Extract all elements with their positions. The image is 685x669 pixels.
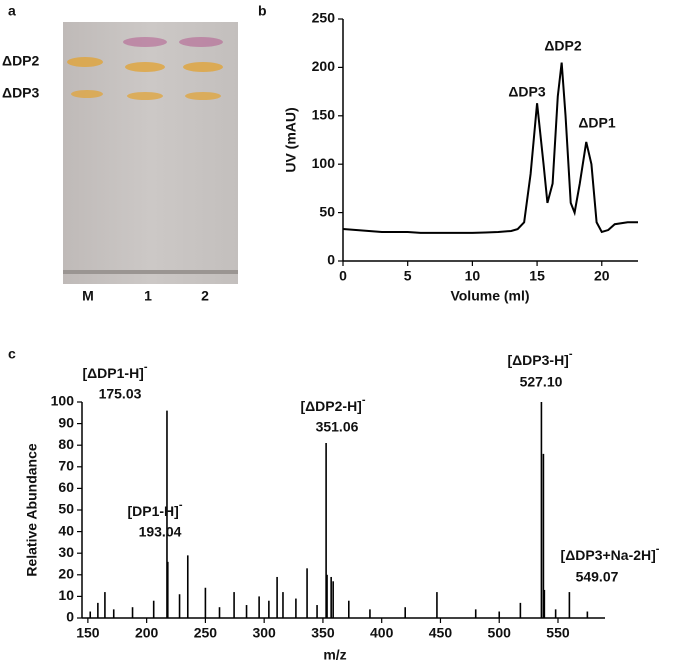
lane-label: M bbox=[82, 288, 94, 304]
mz-label: 549.07 bbox=[576, 569, 619, 585]
y-axis-label: Relative Abundance bbox=[24, 443, 40, 577]
x-tick-label: 20 bbox=[594, 268, 610, 284]
tlc-plate bbox=[63, 22, 238, 284]
x-tick-label: 200 bbox=[135, 625, 159, 641]
x-tick-label: 5 bbox=[404, 268, 412, 284]
y-tick-label: 0 bbox=[327, 252, 335, 268]
x-tick-label: 15 bbox=[529, 268, 545, 284]
ion-name: [DP1-H] bbox=[127, 503, 178, 519]
ion-label: [DP1-H]- bbox=[127, 499, 182, 519]
x-tick-label: 350 bbox=[311, 625, 335, 641]
peak-label: ΔDP3 bbox=[508, 84, 546, 100]
x-tick-label: 300 bbox=[252, 625, 276, 641]
ion-name: [ΔDP3-H] bbox=[507, 352, 568, 368]
y-tick-label: 100 bbox=[312, 155, 336, 171]
panel-label: a bbox=[8, 3, 16, 19]
ion-charge: - bbox=[144, 361, 148, 373]
band-label: ΔDP3 bbox=[2, 85, 40, 101]
ion-label: [ΔDP2-H]- bbox=[300, 394, 365, 414]
band-label: ΔDP2 bbox=[2, 53, 40, 69]
y-tick-label: 150 bbox=[312, 107, 336, 123]
y-tick-label: 90 bbox=[58, 414, 74, 430]
y-tick-label: 80 bbox=[58, 436, 74, 452]
x-axis-label: Volume (ml) bbox=[450, 288, 529, 304]
lane-label: 2 bbox=[201, 288, 209, 304]
x-tick-label: 150 bbox=[76, 625, 100, 641]
x-tick-label: 250 bbox=[194, 625, 218, 641]
chromatogram-line bbox=[342, 62, 638, 234]
lane-label: 1 bbox=[144, 288, 152, 304]
ion-charge: - bbox=[656, 543, 660, 555]
y-axis-label: UV (mAU) bbox=[283, 107, 299, 172]
ion-name: [ΔDP2-H] bbox=[300, 398, 361, 414]
y-tick-label: 200 bbox=[312, 58, 336, 74]
ion-label: [ΔDP3+Na-2H]- bbox=[561, 543, 660, 563]
y-tick-label: 100 bbox=[51, 393, 75, 409]
peak-label: ΔDP1 bbox=[578, 115, 616, 131]
ion-name: [ΔDP1-H] bbox=[82, 365, 143, 381]
ion-charge: - bbox=[179, 499, 183, 511]
y-tick-label: 10 bbox=[58, 587, 74, 603]
x-tick-label: 400 bbox=[370, 625, 394, 641]
ion-label: [ΔDP3-H]- bbox=[507, 348, 572, 368]
panel-label: c bbox=[8, 346, 16, 362]
x-axis-label: m/z bbox=[323, 647, 346, 663]
panel-label: b bbox=[258, 3, 267, 19]
y-tick-label: 30 bbox=[58, 544, 74, 560]
y-tick-label: 0 bbox=[66, 609, 74, 625]
x-tick-label: 500 bbox=[488, 625, 512, 641]
peak-label: ΔDP2 bbox=[544, 38, 582, 54]
x-tick-label: 550 bbox=[546, 625, 570, 641]
x-tick-label: 10 bbox=[465, 268, 481, 284]
mz-label: 193.04 bbox=[139, 524, 182, 540]
mz-label: 527.10 bbox=[520, 374, 563, 390]
y-tick-label: 40 bbox=[58, 522, 74, 538]
y-tick-label: 60 bbox=[58, 479, 74, 495]
y-tick-label: 250 bbox=[312, 10, 336, 26]
ion-charge: - bbox=[569, 348, 573, 360]
y-tick-label: 50 bbox=[58, 501, 74, 517]
x-tick-label: 450 bbox=[429, 625, 453, 641]
x-tick-label: 0 bbox=[339, 268, 347, 284]
mz-label: 351.06 bbox=[316, 419, 359, 435]
ion-charge: - bbox=[362, 394, 366, 406]
ion-name: [ΔDP3+Na-2H] bbox=[561, 547, 656, 563]
ion-label: [ΔDP1-H]- bbox=[82, 361, 147, 381]
mz-label: 175.03 bbox=[99, 386, 142, 402]
y-tick-label: 70 bbox=[58, 458, 74, 474]
y-tick-label: 20 bbox=[58, 566, 74, 582]
y-tick-label: 50 bbox=[319, 203, 335, 219]
